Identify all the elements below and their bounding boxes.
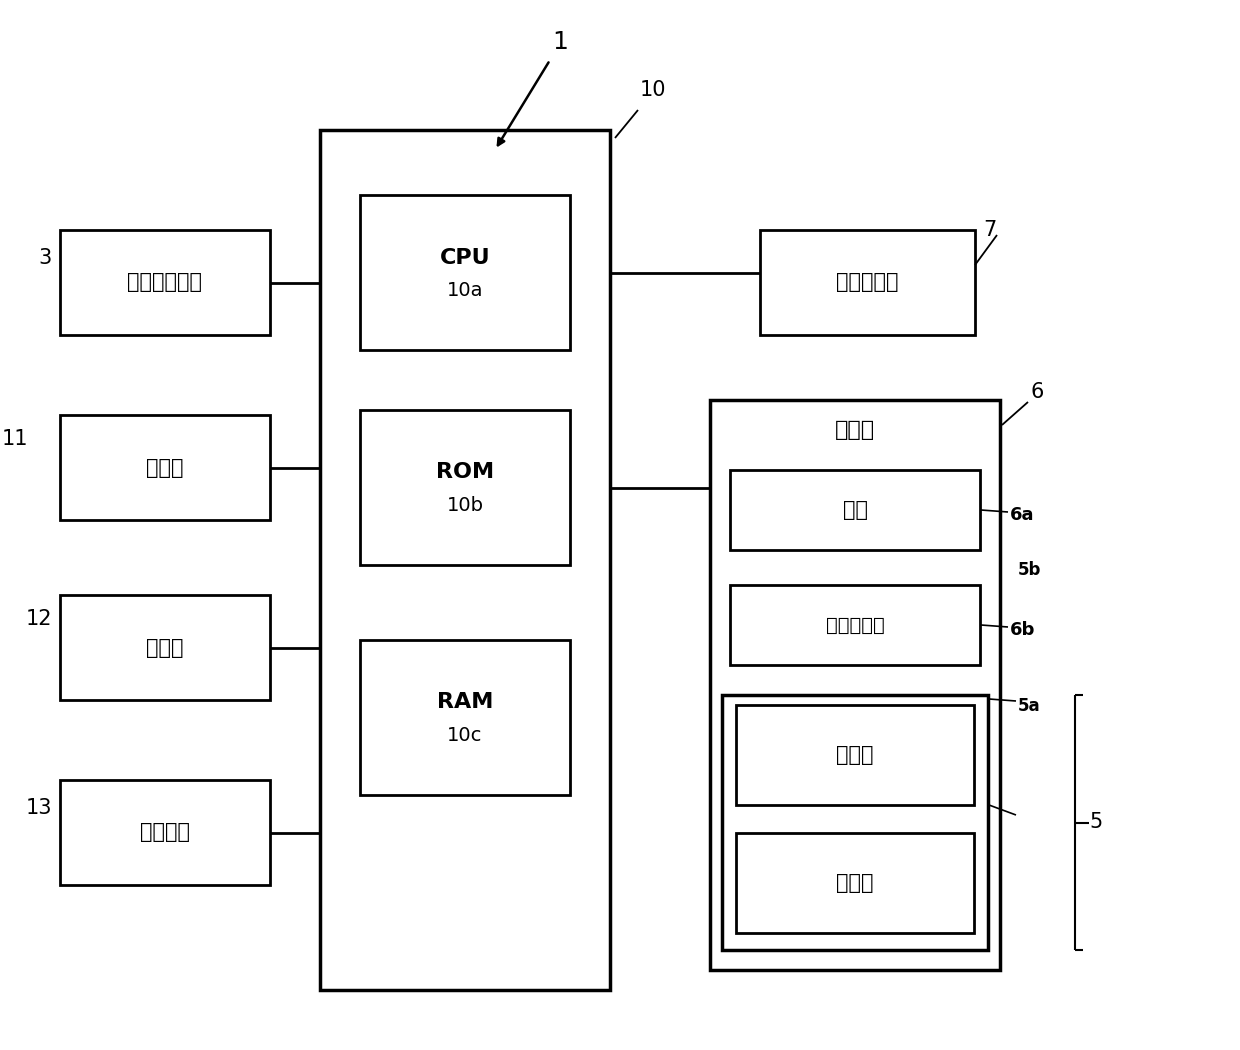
Bar bbox=[360, 640, 570, 795]
Text: 受光部: 受光部 bbox=[836, 873, 874, 892]
Bar bbox=[320, 130, 610, 990]
Bar bbox=[360, 410, 570, 565]
Text: 吸嘴: 吸嘴 bbox=[842, 500, 868, 520]
Bar bbox=[60, 780, 270, 885]
Bar bbox=[60, 230, 270, 335]
Text: 10a: 10a bbox=[446, 281, 484, 300]
Text: 13: 13 bbox=[26, 798, 52, 818]
Text: 3: 3 bbox=[38, 248, 52, 268]
Text: 7: 7 bbox=[983, 220, 996, 240]
Text: 12: 12 bbox=[26, 609, 52, 629]
Text: 显示部: 显示部 bbox=[146, 637, 184, 657]
Text: 存储单元: 存储单元 bbox=[140, 822, 190, 842]
Text: 6a: 6a bbox=[1011, 506, 1034, 524]
Text: 装载头: 装载头 bbox=[835, 420, 875, 440]
Text: 发光部: 发光部 bbox=[836, 746, 874, 765]
Bar bbox=[760, 230, 975, 335]
Text: 11: 11 bbox=[1, 429, 29, 449]
Text: 10c: 10c bbox=[448, 726, 482, 746]
Text: 5b: 5b bbox=[1018, 561, 1042, 579]
Text: 5: 5 bbox=[1089, 813, 1102, 833]
Bar bbox=[60, 595, 270, 700]
Text: 嘴移动单元: 嘴移动单元 bbox=[826, 615, 884, 634]
Text: CPU: CPU bbox=[440, 248, 490, 268]
Bar bbox=[60, 415, 270, 520]
Text: 10b: 10b bbox=[446, 496, 484, 514]
Bar bbox=[737, 705, 973, 805]
Text: 基板运送单元: 基板运送单元 bbox=[128, 273, 202, 293]
Bar bbox=[711, 400, 999, 970]
Bar bbox=[360, 195, 570, 350]
Bar bbox=[730, 585, 980, 665]
Text: RAM: RAM bbox=[436, 693, 494, 713]
Text: 1: 1 bbox=[552, 30, 568, 54]
Text: 10: 10 bbox=[640, 80, 667, 100]
Bar bbox=[730, 470, 980, 550]
Text: ROM: ROM bbox=[436, 462, 494, 483]
Text: 6b: 6b bbox=[1011, 621, 1035, 639]
Text: 输入部: 输入部 bbox=[146, 458, 184, 478]
Text: 头移动单元: 头移动单元 bbox=[836, 273, 899, 293]
Bar bbox=[737, 833, 973, 933]
Text: 5a: 5a bbox=[1018, 697, 1040, 715]
Text: 6: 6 bbox=[1030, 382, 1043, 402]
Bar bbox=[722, 695, 988, 950]
